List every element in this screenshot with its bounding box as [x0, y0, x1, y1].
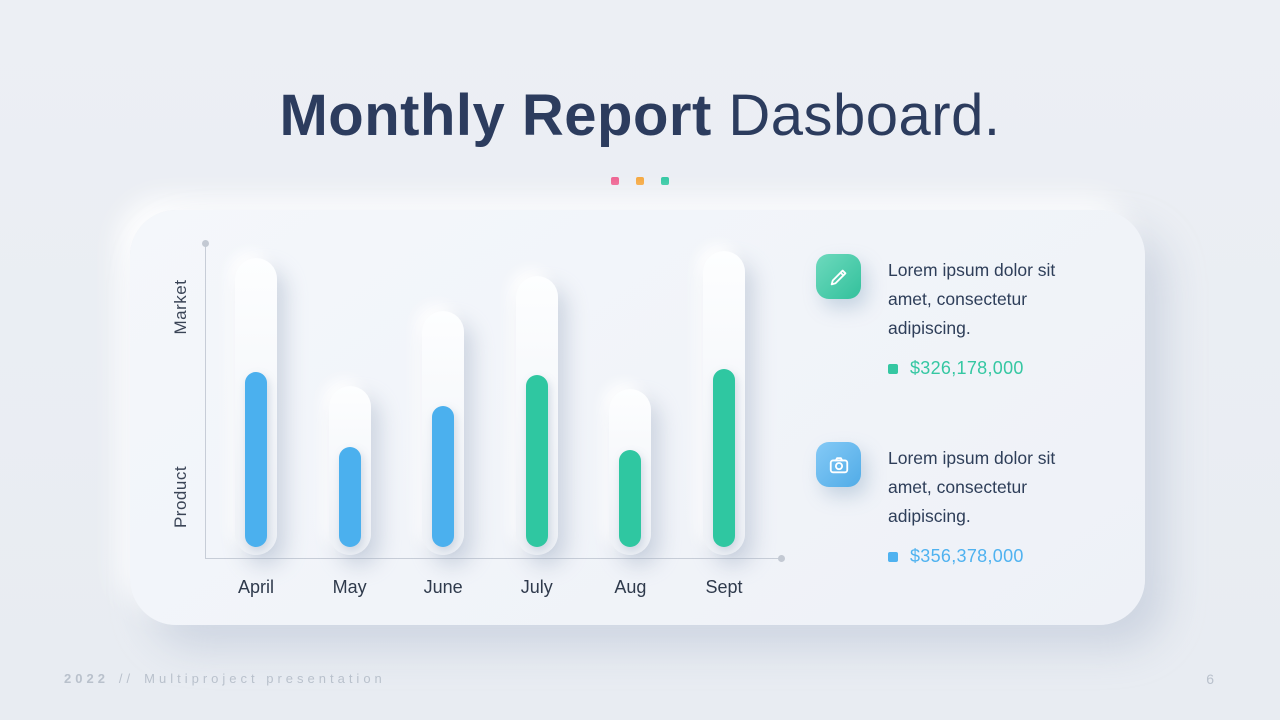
bar-fill	[245, 372, 267, 547]
accent-dot-orange	[636, 177, 644, 185]
y-axis-label-product: Product	[171, 465, 190, 529]
x-axis-label: Sept	[705, 577, 743, 597]
y-axis-endpoint-dot	[202, 240, 209, 247]
value-bullet-blue	[888, 551, 898, 562]
page-number: 6	[1206, 671, 1214, 687]
bar-fill	[619, 450, 642, 547]
accent-dot-pink	[611, 177, 619, 185]
y-axis-line	[205, 245, 206, 558]
footer-year: 2022	[64, 671, 109, 686]
bar-slot-sept	[702, 245, 745, 558]
chart-x-labels: April May June July Aug Sept	[235, 577, 745, 598]
info-text-2: Lorem ipsum dolor sit amet, consectetur …	[888, 448, 1056, 527]
pencil-icon	[816, 254, 861, 299]
x-axis-label: April	[237, 577, 274, 597]
x-axis-endpoint-dot	[778, 555, 785, 562]
info-text-1: Lorem ipsum dolor sit amet, consectetur …	[888, 260, 1056, 339]
info-block-1: Lorem ipsum dolor sit amet, consectetur …	[816, 254, 1126, 379]
camera-icon	[816, 442, 861, 487]
y-axis-label-market: Market	[171, 279, 190, 335]
value-amount-1: $326,178,000	[910, 358, 1024, 379]
bar-chart: Market Product April May June July Aug Sept	[171, 240, 805, 615]
page-title: Monthly Report Dasboard.	[0, 82, 1280, 149]
bar-slot-april	[235, 245, 277, 558]
footer-label: Multiproject presentation	[144, 671, 386, 686]
x-axis-line	[205, 558, 782, 559]
title-accent-dots	[0, 177, 1280, 185]
x-axis-label: July	[520, 577, 553, 597]
footer-separator: //	[118, 671, 135, 686]
accent-dot-teal	[661, 177, 669, 185]
x-axis-label: June	[423, 577, 463, 597]
value-bullet-teal	[888, 363, 898, 374]
value-amount-2: $356,378,000	[910, 546, 1024, 567]
bar-fill	[525, 375, 548, 547]
info-body-2: Lorem ipsum dolor sit amet, consectetur …	[888, 442, 1088, 567]
info-body-1: Lorem ipsum dolor sit amet, consectetur …	[888, 254, 1088, 379]
info-block-2: Lorem ipsum dolor sit amet, consectetur …	[816, 442, 1126, 567]
x-axis-label: Aug	[614, 577, 647, 597]
chart-bars	[235, 245, 745, 558]
page-title-bold: Monthly Report	[279, 83, 712, 148]
bar-slot-aug	[609, 245, 652, 558]
bar-slot-may	[328, 245, 371, 558]
footer-credit: 2022 // Multiproject presentation	[64, 671, 386, 686]
bar-slot-july	[515, 245, 558, 558]
bar-fill	[432, 406, 455, 547]
bar-fill	[338, 447, 361, 547]
value-row-2: $356,378,000	[888, 546, 1088, 567]
value-row-1: $326,178,000	[888, 358, 1088, 379]
bar-slot-june	[422, 245, 465, 558]
bar-fill	[712, 369, 735, 547]
page-title-regular: Dasboard.	[711, 83, 1001, 148]
dashboard-card: Market Product April May June July Aug Sept L…	[130, 210, 1145, 625]
x-axis-label: May	[332, 577, 367, 597]
